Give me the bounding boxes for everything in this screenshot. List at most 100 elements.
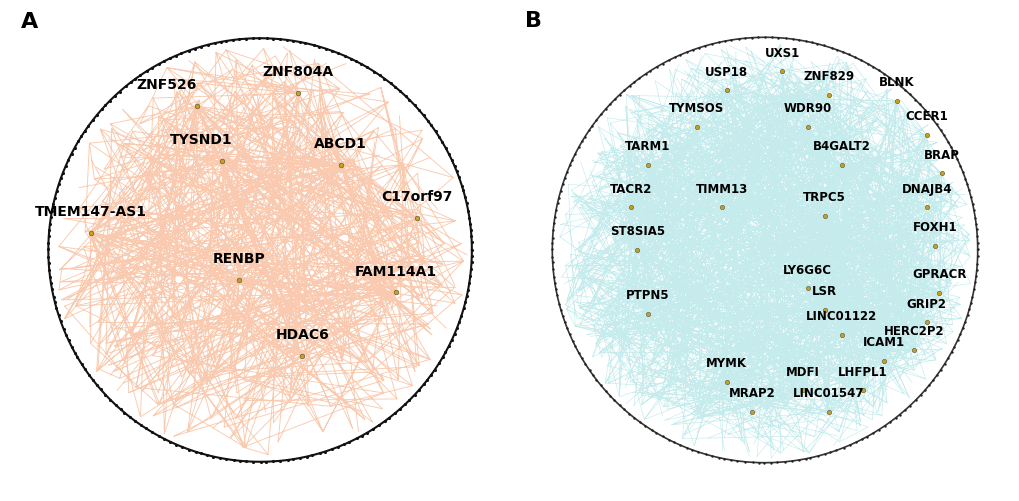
- Point: [959, 312, 975, 320]
- Point: [968, 267, 984, 275]
- Point: [457, 194, 473, 202]
- Point: [376, 417, 392, 425]
- Point: [835, 443, 851, 451]
- Point: [688, 123, 704, 131]
- Point: [376, 75, 392, 83]
- Point: [330, 443, 346, 451]
- Point: [41, 260, 57, 268]
- Point: [212, 454, 228, 462]
- Point: [416, 380, 432, 388]
- Point: [802, 454, 818, 462]
- Point: [654, 432, 671, 440]
- Point: [214, 158, 230, 166]
- Point: [206, 40, 222, 48]
- Point: [615, 87, 632, 95]
- Point: [567, 343, 583, 351]
- Point: [737, 35, 753, 43]
- Point: [864, 64, 880, 72]
- Point: [66, 349, 83, 357]
- Point: [168, 441, 184, 449]
- Point: [311, 449, 327, 457]
- Point: [440, 151, 457, 159]
- Point: [803, 40, 819, 48]
- Point: [715, 455, 732, 463]
- Point: [935, 360, 952, 368]
- Point: [876, 422, 893, 430]
- Point: [237, 457, 254, 465]
- Point: [218, 38, 234, 46]
- Point: [901, 91, 917, 99]
- Point: [371, 72, 387, 80]
- Point: [189, 103, 205, 111]
- Point: [954, 324, 970, 332]
- Point: [564, 337, 580, 345]
- Point: [168, 53, 184, 61]
- Point: [264, 457, 280, 465]
- Point: [397, 93, 414, 101]
- Point: [294, 352, 311, 360]
- Point: [116, 409, 132, 417]
- Point: [773, 68, 790, 76]
- Point: [102, 97, 118, 105]
- Point: [382, 80, 398, 88]
- Point: [960, 187, 976, 195]
- Point: [544, 226, 560, 234]
- Point: [347, 58, 364, 66]
- Point: [55, 169, 71, 177]
- Point: [967, 273, 983, 281]
- Point: [448, 324, 465, 332]
- Point: [597, 105, 613, 113]
- Point: [448, 168, 465, 176]
- Point: [920, 382, 936, 390]
- Point: [122, 413, 139, 421]
- Point: [842, 441, 858, 449]
- Point: [318, 46, 334, 54]
- Point: [916, 107, 932, 115]
- Point: [571, 349, 587, 357]
- Point: [556, 318, 573, 326]
- Text: TARM1: TARM1: [625, 140, 671, 153]
- Point: [102, 396, 118, 404]
- Point: [967, 220, 983, 228]
- Point: [218, 455, 234, 463]
- Point: [924, 377, 941, 385]
- Text: FAM114A1: FAM114A1: [355, 264, 436, 278]
- Point: [710, 39, 727, 47]
- Point: [41, 232, 57, 240]
- Point: [859, 61, 875, 69]
- Point: [762, 459, 779, 467]
- Point: [89, 381, 105, 389]
- Point: [187, 448, 204, 456]
- Text: ZNF829: ZNF829: [803, 70, 854, 83]
- Point: [544, 254, 560, 262]
- Point: [193, 44, 209, 52]
- Point: [815, 306, 832, 314]
- Point: [814, 43, 830, 51]
- Point: [289, 90, 306, 98]
- Point: [42, 274, 58, 282]
- Point: [85, 377, 101, 385]
- Point: [763, 34, 780, 42]
- Point: [48, 305, 64, 313]
- Point: [550, 194, 567, 202]
- Point: [76, 128, 93, 136]
- Point: [639, 162, 655, 170]
- Point: [291, 454, 308, 462]
- Text: TYMSOS: TYMSOS: [668, 102, 723, 115]
- Point: [822, 45, 839, 53]
- Point: [550, 300, 567, 308]
- Point: [366, 69, 382, 77]
- Point: [460, 208, 476, 216]
- Point: [905, 346, 921, 354]
- Point: [756, 34, 772, 42]
- Point: [341, 438, 358, 446]
- Point: [808, 41, 824, 49]
- Point: [245, 35, 261, 43]
- Point: [464, 253, 480, 261]
- Point: [665, 54, 682, 62]
- Point: [462, 221, 478, 229]
- Point: [690, 448, 706, 456]
- Point: [564, 156, 580, 164]
- Point: [297, 40, 313, 48]
- Point: [875, 357, 892, 365]
